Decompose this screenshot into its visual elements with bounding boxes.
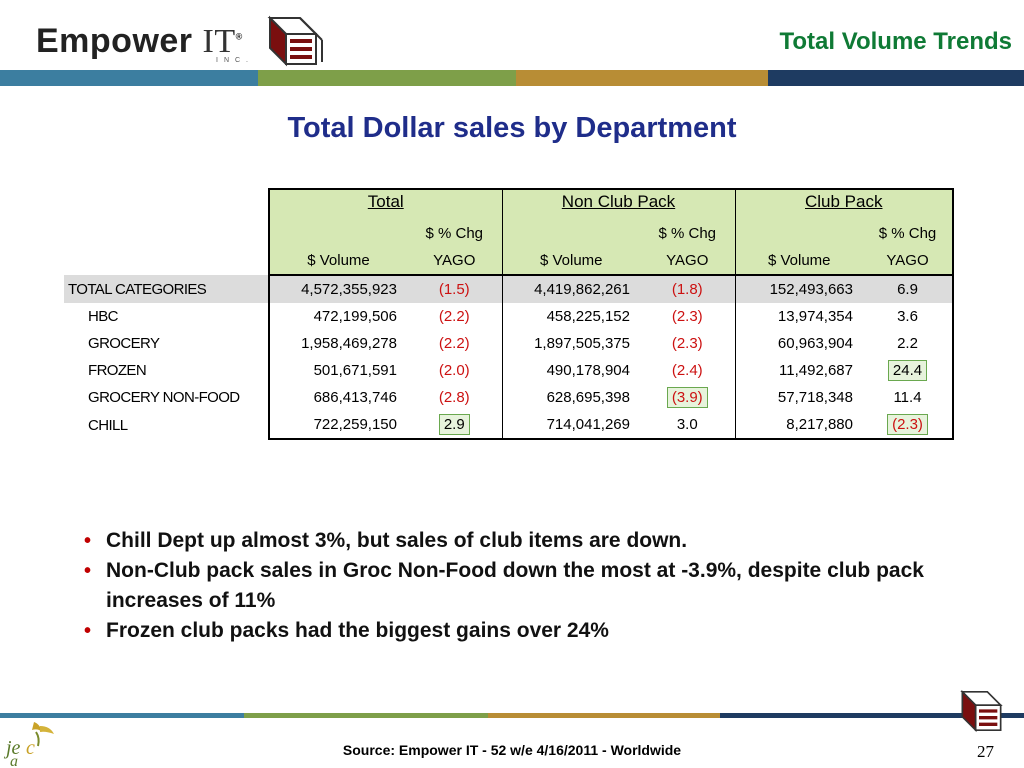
group-header-total: Total (268, 188, 502, 220)
cell-total-volume: 686,413,746 (268, 384, 407, 411)
row-label: FROZEN (88, 362, 147, 379)
cell-club-volume: 13,974,354 (734, 303, 863, 330)
cell-total-volume: 1,958,469,278 (268, 330, 407, 357)
cell-nonclub-chg: 3.0 (640, 411, 735, 440)
svg-text:c: c (26, 737, 35, 759)
bar-segment-blue (0, 70, 258, 86)
highlight-box: (2.3) (887, 414, 928, 435)
sales-table-container: Total Non Club Pack Club Pack $ % Chg $ … (64, 188, 954, 440)
bar-segment-navy (768, 70, 1024, 86)
header-title: Total Volume Trends (779, 28, 1012, 55)
col-header-chg-top: $ % Chg (640, 220, 735, 247)
cell-club-chg: 2.2 (863, 330, 954, 357)
group-header-club-pack: Club Pack (734, 188, 954, 220)
col-header-yago: YAGO (863, 247, 954, 276)
bar-segment-gold (488, 713, 720, 718)
table-row: HBC 472,199,506 (2.2) 458,225,152 (2.3) … (64, 303, 954, 330)
key-findings-list: Chill Dept up almost 3%, but sales of cl… (84, 526, 944, 646)
row-label: CHILL (88, 416, 128, 434)
col-header-volume: $ Volume (734, 247, 863, 276)
logo-cube-icon (267, 15, 323, 67)
cell-nonclub-volume: 458,225,152 (501, 303, 640, 330)
cell-club-chg: 6.9 (863, 275, 954, 303)
cell-total-volume: 4,572,355,923 (268, 275, 407, 303)
jeca-logo-icon: je c a (3, 722, 54, 768)
cell-nonclub-chg-highlight: (3.9) (640, 384, 735, 411)
bullet-item: Non-Club pack sales in Groc Non-Food dow… (84, 556, 944, 616)
group-header-non-club-pack: Non Club Pack (501, 188, 735, 220)
cell-nonclub-volume: 714,041,269 (501, 411, 640, 440)
slide-title: Total Dollar sales by Department (287, 112, 737, 144)
cell-club-chg-highlight: (2.3) (863, 411, 954, 440)
highlight-box: 24.4 (887, 360, 928, 381)
cell-nonclub-chg: (2.3) (671, 308, 703, 325)
table-row: FROZEN 501,671,591 (2.0) 490,178,904 (2.… (64, 357, 954, 384)
cell-club-volume: 11,492,687 (734, 357, 863, 384)
col-header-yago: YAGO (640, 247, 735, 276)
cell-club-chg-highlight: 24.4 (863, 357, 954, 384)
bullet-item: Frozen club packs had the biggest gains … (84, 616, 944, 646)
table-row: CHILL 722,259,150 2.9 714,041,269 3.0 8,… (64, 411, 954, 440)
cell-total-chg: (2.2) (438, 308, 470, 325)
table-row: GROCERY 1,958,469,278 (2.2) 1,897,505,37… (64, 330, 954, 357)
highlight-box: (3.9) (666, 387, 708, 408)
cell-club-volume: 57,718,348 (734, 384, 863, 411)
cell-nonclub-volume: 628,695,398 (501, 384, 640, 411)
table-row: TOTAL CATEGORIES 4,572,355,923 (1.5) 4,4… (64, 275, 954, 303)
cell-nonclub-volume: 1,897,505,375 (501, 330, 640, 357)
bar-segment-blue (0, 713, 244, 718)
cell-total-chg-highlight: 2.9 (407, 411, 502, 440)
page-number: 27 (977, 742, 994, 761)
svg-text:je: je (3, 737, 21, 759)
logo-inc: INC. (216, 57, 254, 64)
cell-total-volume: 472,199,506 (268, 303, 407, 330)
row-label: GROCERY (88, 335, 160, 352)
cell-total-volume: 501,671,591 (268, 357, 407, 384)
cell-nonclub-volume: 4,419,862,261 (501, 275, 640, 303)
bar-segment-navy (720, 713, 1024, 718)
cell-nonclub-chg: (1.8) (640, 275, 735, 303)
cell-club-volume: 8,217,880 (734, 411, 863, 440)
cell-total-chg: (1.5) (407, 275, 502, 303)
footer-color-bar (0, 713, 1024, 718)
bar-segment-green (258, 70, 516, 86)
bullet-item: Chill Dept up almost 3%, but sales of cl… (84, 526, 944, 556)
cell-nonclub-chg: (2.4) (671, 362, 703, 379)
cell-nonclub-volume: 490,178,904 (501, 357, 640, 384)
row-label: HBC (88, 308, 118, 325)
col-header-yago: YAGO (407, 247, 502, 276)
logo-wordmark: Empower (36, 22, 193, 60)
svg-text:a: a (10, 753, 18, 768)
row-label: GROCERY NON-FOOD (88, 389, 240, 406)
cell-club-volume: 60,963,904 (734, 330, 863, 357)
row-label: TOTAL CATEGORIES (64, 275, 269, 303)
cell-club-chg: 11.4 (863, 384, 954, 411)
sales-by-department-table: Total Non Club Pack Club Pack $ % Chg $ … (64, 188, 954, 440)
cell-total-chg: (2.0) (438, 362, 470, 379)
col-header-chg-top: $ % Chg (407, 220, 502, 247)
cell-club-volume: 152,493,663 (734, 275, 863, 303)
source-note: Source: Empower IT - 52 w/e 4/16/2011 - … (342, 742, 682, 758)
cell-club-chg: 3.6 (863, 303, 954, 330)
bar-segment-gold (516, 70, 768, 86)
logo-registered: ® (235, 31, 243, 42)
highlight-box: 2.9 (438, 414, 470, 435)
cell-nonclub-chg: (2.3) (671, 335, 703, 352)
col-header-chg-top: $ % Chg (863, 220, 954, 247)
col-header-volume: $ Volume (268, 247, 407, 276)
header-color-bar (0, 70, 1024, 86)
bar-segment-green (244, 713, 488, 718)
cell-total-chg: (2.2) (438, 335, 470, 352)
cell-total-chg: (2.8) (438, 389, 470, 406)
empower-it-logo: Empower IT® INC. (36, 14, 336, 68)
logo-it: IT (202, 23, 236, 60)
footer-cube-logo-icon (960, 689, 1003, 733)
cell-total-volume: 722,259,150 (268, 411, 407, 440)
col-header-volume: $ Volume (501, 247, 640, 276)
table-row: GROCERY NON-FOOD 686,413,746 (2.8) 628,6… (64, 384, 954, 411)
